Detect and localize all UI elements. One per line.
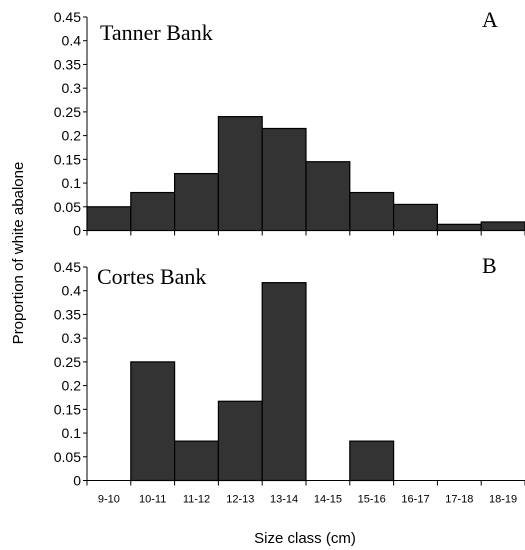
y-tick-label-a-9: 0.45	[54, 9, 81, 25]
y-tick-label-b-7: 0.35	[54, 306, 81, 322]
panel-a-letter: A	[482, 7, 498, 32]
bar-a-18-19	[480, 221, 525, 232]
y-tick-label-b-5: 0.25	[54, 354, 81, 370]
y-axis-title: Proportion of white abalone	[10, 162, 27, 345]
y-tick-label-b-1: 0.05	[54, 449, 81, 465]
x-tick-label-12-13: 12-13	[226, 494, 254, 506]
panel-a-title: Tanner Bank	[100, 20, 213, 45]
bar-b-15-16	[349, 440, 395, 482]
y-tick-label-a-5: 0.25	[54, 104, 81, 120]
bar-a-12-13	[217, 116, 263, 232]
bar-a-13-14	[261, 127, 307, 232]
x-tick-label-11-12: 11-12	[183, 494, 210, 506]
y-tick-label-a-7: 0.35	[54, 56, 81, 72]
x-tick-label-9-10: 9-10	[98, 494, 120, 506]
y-tick-label-a-3: 0.15	[54, 151, 81, 167]
y-tick-label-b-3: 0.15	[54, 401, 81, 417]
panel-a-tanner-bank: Tanner Bank A 0 0.05 0.1 0.15 0.2 0.25 0.3 0.35…	[54, 7, 525, 239]
x-tick-label-17-18: 17-18	[445, 494, 473, 506]
x-tick-label-13-14: 13-14	[270, 494, 298, 506]
y-tick-label-b-9: 0.45	[54, 259, 81, 275]
bar-a-17-18	[436, 223, 482, 232]
x-tick-label-16-17: 16-17	[401, 494, 429, 506]
bar-a-16-17	[393, 203, 439, 232]
bar-a-11-12	[174, 172, 220, 232]
y-tick-label-b-8: 0.4	[62, 283, 82, 299]
panel-b-letter: B	[482, 253, 497, 278]
bar-b-13-14	[261, 282, 307, 482]
bar-b-10-11	[130, 361, 176, 482]
bar-a-10-11	[130, 191, 176, 232]
y-tick-label-a-0: 0	[73, 223, 81, 239]
x-tick-label-10-11: 10-11	[139, 494, 166, 506]
x-tick-label-15-16: 15-16	[358, 494, 386, 506]
x-axis-title: Size class (cm)	[254, 530, 356, 547]
panel-b-title: Cortes Bank	[97, 264, 206, 289]
x-tick-label-14-15: 14-15	[314, 494, 342, 506]
y-tick-label-a-6: 0.3	[62, 80, 82, 96]
y-tick-label-b-2: 0.1	[62, 425, 82, 441]
y-tick-label-b-4: 0.2	[62, 378, 82, 394]
bar-a-9-10	[86, 206, 132, 232]
bar-b-12-13	[217, 400, 263, 482]
bar-a-14-15	[305, 161, 351, 232]
y-tick-label-a-1: 0.05	[54, 199, 81, 215]
y-tick-label-b-0: 0	[73, 473, 81, 489]
bar-a-15-16	[349, 191, 395, 232]
y-tick-label-b-6: 0.3	[62, 330, 82, 346]
x-tick-label-18-19: 18-19	[489, 494, 517, 506]
y-tick-label-a-4: 0.2	[62, 128, 82, 144]
y-tick-label-a-8: 0.4	[62, 33, 82, 49]
bar-b-11-12	[174, 440, 220, 482]
y-tick-label-a-2: 0.1	[62, 175, 82, 191]
panel-b-cortes-bank: Cortes Bank B 0 0.05 0.1 0.15 0.2 0.25 0.3 0.35…	[54, 253, 525, 506]
